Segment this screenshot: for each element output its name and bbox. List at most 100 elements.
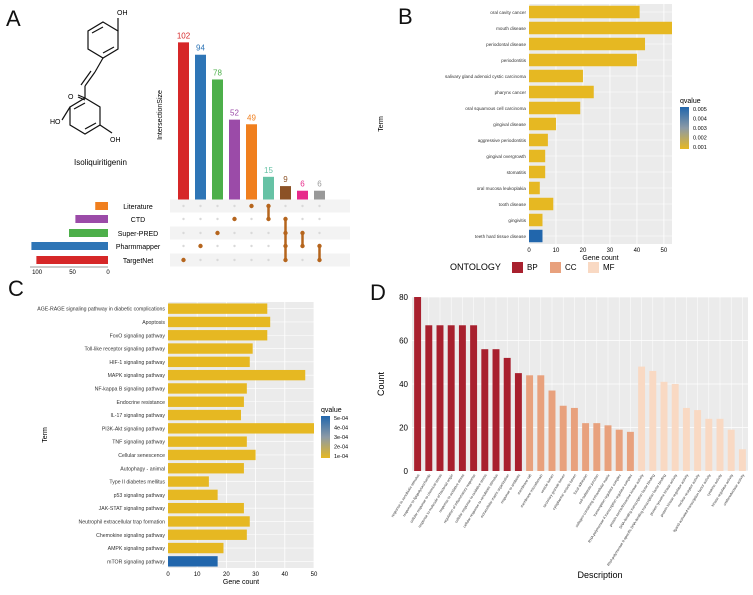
intersection-bar (297, 190, 308, 200)
term-bar (168, 489, 218, 501)
go-term-bar (604, 425, 612, 471)
go-term-bar (682, 407, 690, 471)
term-label: AMPK signaling pathway (108, 546, 166, 552)
go-term-bar (481, 349, 489, 471)
term-label: pharynx cancer (495, 90, 527, 95)
y-tick-label: 0 (404, 467, 409, 476)
term-label: teeth hard tissue disease (475, 234, 527, 239)
term-label: Apoptosis (142, 320, 165, 326)
term-label: Neutrophil extracellular trap formation (79, 519, 166, 525)
x-tick-label: 40 (634, 248, 641, 254)
matrix-dot-active (198, 243, 203, 249)
matrix-dot-inactive (199, 204, 202, 208)
matrix-dot-inactive (199, 217, 202, 221)
term-label: IL-17 signaling pathway (110, 413, 165, 419)
panel-label-b: B (398, 4, 413, 29)
term-bar (168, 556, 218, 567)
panel-label-a: A (6, 6, 21, 31)
matrix-row-stripe (170, 199, 350, 213)
matrix-dot-inactive (267, 258, 270, 262)
matrix-dot-active (215, 230, 220, 236)
intersection-value-label: 102 (177, 31, 191, 40)
matrix-dot-active (232, 216, 237, 222)
intersection-bar (212, 79, 223, 200)
term-label: mTOR signaling pathway (107, 559, 165, 565)
matrix-row-stripe (170, 253, 350, 267)
intersection-bar (263, 176, 274, 200)
matrix-dot-active (249, 203, 254, 209)
term-bar (529, 5, 640, 19)
x-axis-title: Gene count (582, 255, 618, 262)
legend-tick-label: 0.001 (693, 145, 707, 151)
x-tick-label: 0 (527, 248, 531, 254)
ontology-legend-swatch (588, 262, 599, 273)
go-term-bar (615, 429, 623, 471)
matrix-dot-inactive (250, 217, 253, 221)
go-term-bar (570, 407, 578, 471)
term-label: HIF-1 signaling pathway (109, 360, 165, 366)
legend-title: qvalue (680, 98, 701, 105)
go-term-bar (582, 423, 590, 471)
term-label: Toll-like receptor signaling pathway (85, 347, 166, 353)
x-tick-label: 40 (281, 572, 288, 578)
go-term-bar (671, 384, 679, 471)
upset-intersection-chart: IntersectionSize 102 94 78 52 49 15 9 6 6 (157, 31, 345, 201)
term-bar (168, 502, 244, 514)
x-tick-label: 10 (553, 248, 560, 254)
go-term-bar (548, 390, 556, 471)
go-term-bar (526, 375, 534, 471)
term-label: p53 signaling pathway (114, 493, 166, 499)
panel-label-d: D (370, 280, 386, 305)
term-label: Endocrine resistance (117, 400, 166, 406)
legend-tick-label: 0.004 (693, 117, 707, 123)
legend-tick-label: 0.003 (693, 126, 707, 132)
term-label: aggressive periodontitis (478, 138, 527, 143)
ho-left-label: HO (50, 119, 61, 126)
ontology-legend-title: ONTOLOGY (450, 262, 501, 272)
matrix-dot-inactive (250, 231, 253, 235)
term-label: NF-kappa B signaling pathway (95, 386, 166, 392)
x-axis-title: Gene count (223, 579, 259, 586)
matrix-dot-active (181, 257, 186, 263)
go-term-bar (705, 418, 713, 471)
y-tick-label: 60 (399, 337, 408, 346)
matrix-dot-inactive (318, 231, 321, 235)
term-bar (168, 436, 247, 447)
matrix-dot-inactive (182, 231, 185, 235)
term-label: oral mucosa leukoplakia (477, 186, 527, 191)
term-bar (529, 85, 594, 99)
set-size-bar (95, 202, 108, 210)
go-term-bar (414, 297, 422, 471)
matrix-dot-inactive (318, 217, 321, 221)
term-bar (529, 165, 546, 179)
intersection-value-label: 52 (230, 109, 239, 118)
ontology-legend-swatch (512, 262, 523, 273)
term-label: FoxO signaling pathway (110, 333, 166, 339)
set-name-label: Pharmmapper (116, 244, 161, 251)
term-label: salivary gland adenoid cystic carcinoma (445, 74, 526, 79)
go-term-bar (626, 431, 634, 471)
go-term-label: oxidoreductase activity (723, 473, 746, 506)
term-bar (168, 516, 250, 527)
intersection-value-label: 6 (317, 180, 322, 189)
term-label: Cellular senescence (118, 453, 165, 459)
matrix-dot-inactive (301, 217, 304, 221)
term-bar (168, 316, 271, 328)
legend-tick-label: 5e-04 (334, 416, 348, 422)
term-bar (529, 117, 556, 131)
matrix-dot-inactive (250, 244, 253, 248)
term-bar (168, 409, 241, 421)
matrix-dot-inactive (199, 258, 202, 262)
term-bar (168, 529, 247, 540)
term-label: gingival overgrowth (486, 154, 526, 159)
term-label: periodontitis (501, 58, 526, 63)
term-bar (529, 197, 554, 211)
legend-colorbar (680, 107, 689, 149)
y-tick-label: 80 (399, 293, 408, 302)
panel-c: 0 10 20 30 40 50 AGE-RAGE signaling pathway in… (37, 302, 348, 586)
ontology-legend-label: BP (527, 263, 538, 272)
plot-panel (168, 302, 314, 568)
term-bar (529, 213, 543, 227)
legend-tick-label: 0.005 (693, 107, 707, 113)
intersection-value-label: 15 (264, 166, 273, 175)
